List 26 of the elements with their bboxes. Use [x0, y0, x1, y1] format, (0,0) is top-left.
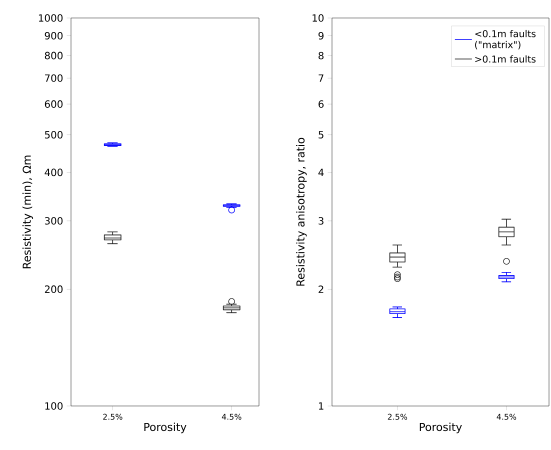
y-tick-label: 3 — [318, 217, 324, 225]
x-axis-title: Porosity — [420, 422, 462, 434]
y-tick-label: 10 — [312, 14, 324, 22]
y-tick-label: 200 — [44, 285, 63, 293]
y-tick-label: 800 — [44, 52, 63, 60]
y-tick-label: 500 — [44, 131, 63, 139]
y-tick-label: 1000 — [38, 14, 63, 22]
y-tick-label: 900 — [44, 32, 63, 40]
y-tick-label: 7 — [318, 74, 324, 82]
y-tick-label: 700 — [45, 74, 63, 82]
y-axis-title: Resistivity anisotropy, ratio — [296, 138, 307, 286]
y-tick-label: 9 — [318, 32, 324, 40]
y-tick-label: 1 — [318, 402, 324, 410]
legend-label: <0.1m faults ("matrix") — [475, 30, 536, 50]
y-tick-label: 2 — [318, 286, 324, 293]
y-axis-title: Resistivity (min), Ωm — [22, 156, 34, 268]
y-tick-label: 8 — [318, 52, 324, 60]
legend-label: >0.1m faults — [475, 55, 536, 63]
y-tick-label: 300 — [44, 217, 63, 225]
y-tick-label: 5 — [318, 131, 324, 138]
y-tick-label: 100 — [45, 402, 63, 410]
y-tick-label: 6 — [318, 100, 324, 108]
y-tick-label: 600 — [44, 100, 63, 108]
x-axis-title: Porosity — [144, 422, 186, 434]
y-tick-label: 400 — [44, 168, 63, 176]
y-tick-label: 4 — [318, 168, 324, 176]
